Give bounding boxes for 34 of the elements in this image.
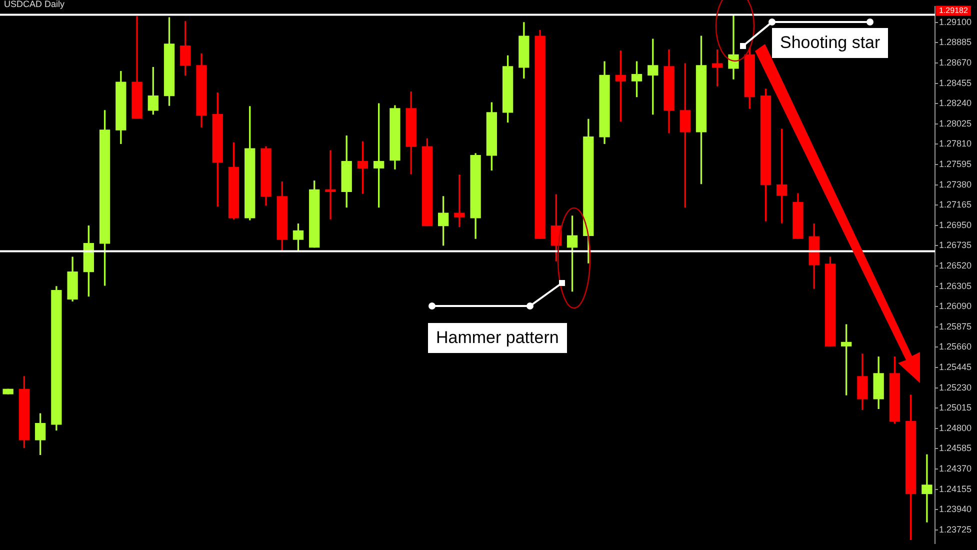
candlestick	[922, 454, 932, 522]
annotation: Hammer pattern	[428, 323, 567, 353]
y-tick-label: 1.25015	[939, 402, 972, 413]
y-tick-label: 1.25230	[939, 382, 972, 392]
ref-line-label: 1.29182	[939, 6, 968, 15]
y-tick-label: 1.28885	[939, 37, 972, 48]
y-tick-label: 1.28455	[939, 78, 972, 88]
y-tick-label: 1.27595	[939, 159, 972, 170]
y-tick-label: 1.27165	[939, 200, 972, 210]
y-tick-label: 1.26090	[939, 301, 972, 312]
y-tick-label: 1.27810	[939, 138, 972, 149]
candlestick	[325, 150, 336, 220]
y-tick-label: 1.24155	[939, 484, 972, 494]
y-tick-label: 1.25875	[939, 321, 972, 332]
y-tick-label: 1.28025	[939, 118, 972, 128]
candlestick	[728, 15, 739, 80]
y-tick-label: 1.29100	[939, 16, 972, 27]
y-tick-label: 1.23940	[939, 504, 972, 514]
y-tick-label: 1.25660	[939, 342, 972, 352]
y-tick-label: 1.24370	[939, 464, 972, 474]
y-tick-label: 1.26735	[939, 240, 972, 250]
annotation: Shooting star	[772, 28, 888, 58]
y-tick-label: 1.24800	[939, 422, 972, 433]
y-tick-label: 1.27380	[939, 179, 972, 190]
candlestick	[454, 174, 465, 228]
y-tick-label: 1.25445	[939, 362, 972, 372]
y-tick-label: 1.26950	[939, 220, 972, 230]
y-tick-label: 1.28670	[939, 58, 972, 68]
y-tick-label: 1.26520	[939, 260, 972, 271]
annotation: USDCAD Daily	[4, 0, 65, 9]
y-tick-label: 1.26305	[939, 280, 972, 291]
y-tick-label: 1.24585	[939, 443, 972, 454]
y-tick-label: 1.23725	[939, 524, 972, 534]
y-tick-label: 1.28240	[939, 98, 972, 108]
